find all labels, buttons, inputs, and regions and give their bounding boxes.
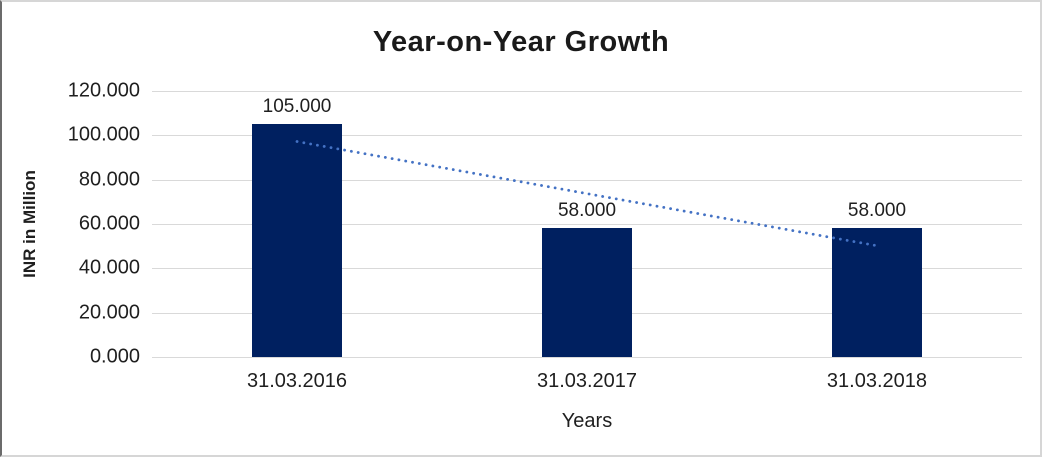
- trendline: [152, 91, 1022, 357]
- y-tick-label: 0.000: [89, 345, 140, 368]
- chart-title: Year-on-Year Growth: [372, 26, 670, 58]
- plot-area: 120.000 100.000 80.000 60.000 40.000 20.…: [68, 80, 1022, 368]
- bar-value-label: 105.000: [262, 96, 332, 118]
- bar-2018: 58.000: [831, 200, 922, 357]
- bar-value-label: 58.000: [557, 200, 617, 222]
- bar-rect: [252, 124, 342, 357]
- y-tick-label: 40.000: [78, 256, 140, 279]
- gridline: [152, 179, 1022, 181]
- x-axis-title: Years: [561, 410, 613, 432]
- y-tick-label: 120.000: [67, 79, 140, 102]
- gridline: [152, 91, 1022, 92]
- gridline: [152, 135, 1022, 137]
- x-category-label: 31.03.2016: [246, 370, 348, 392]
- bar-value-label: 58.000: [847, 200, 907, 222]
- y-tick-label: 20.000: [78, 301, 140, 324]
- y-tick-label: 60.000: [78, 212, 140, 235]
- x-category-label: 31.03.2017: [536, 370, 638, 392]
- gridline: [152, 357, 1022, 358]
- x-category-label: 31.03.2018: [826, 370, 928, 392]
- bar-2017: 58.000: [542, 200, 632, 357]
- bar-rect: [831, 228, 922, 357]
- y-axis-title: INR in Million: [20, 170, 39, 278]
- bar-2016: 105.000: [252, 96, 342, 357]
- y-tick-label: 100.000: [67, 123, 140, 146]
- gridline: [152, 224, 1022, 225]
- y-tick-label: 80.000: [78, 168, 140, 191]
- bar-rect: [542, 228, 632, 357]
